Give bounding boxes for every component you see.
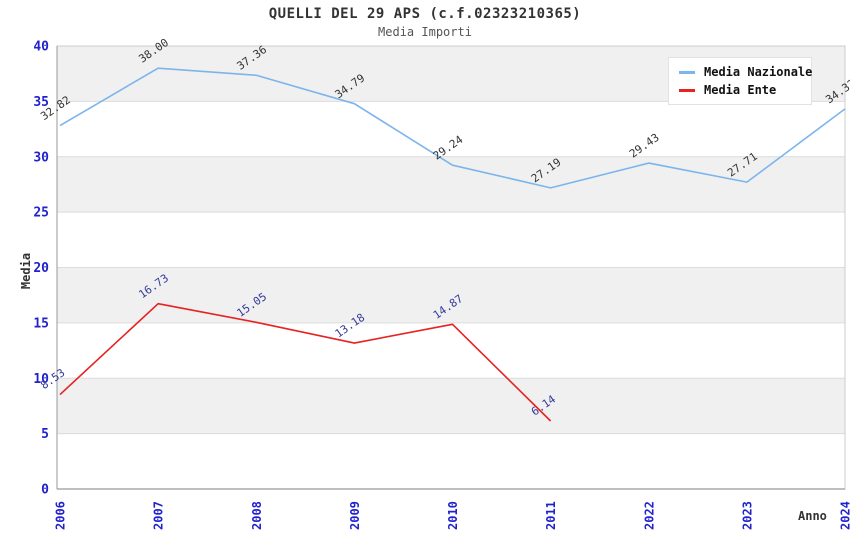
svg-text:2022: 2022 [642, 501, 656, 530]
x-tick-labels: 2006 2007 2008 2009 2010 2011 2022 2023 2024 [54, 501, 850, 530]
legend-label: Media Ente [704, 83, 777, 97]
svg-text:40: 40 [33, 40, 49, 55]
y-axis-title: Media [19, 252, 33, 290]
svg-text:2009: 2009 [348, 501, 362, 530]
legend-label: Media Nazionale [704, 65, 813, 79]
svg-text:2023: 2023 [740, 501, 754, 530]
svg-text:2024: 2024 [839, 501, 850, 530]
svg-text:5: 5 [41, 427, 49, 442]
plot-bands [57, 46, 845, 434]
chart-subtitle: Media Importi [378, 25, 472, 39]
svg-text:0: 0 [41, 483, 49, 498]
chart-title: QUELLI DEL 29 APS (c.f.02323210365) [268, 6, 582, 22]
svg-text:25: 25 [33, 206, 49, 221]
y-tick-labels: 0 5 10 15 20 25 30 35 40 [33, 40, 49, 498]
legend-item-media-nazionale: Media Nazionale [679, 63, 812, 81]
svg-text:2006: 2006 [54, 501, 68, 530]
svg-text:15: 15 [33, 316, 49, 331]
legend-swatch-nazionale-icon [679, 70, 695, 74]
svg-text:2007: 2007 [152, 501, 166, 530]
svg-text:2011: 2011 [544, 501, 558, 530]
svg-text:10: 10 [33, 372, 49, 387]
legend-swatch-ente-icon [679, 88, 695, 92]
svg-text:2010: 2010 [446, 501, 460, 530]
series-line-0 [59, 67, 846, 189]
x-axis-title: Anno [798, 509, 827, 523]
chart-legend: Media Nazionale Media Ente [668, 57, 812, 105]
svg-text:2008: 2008 [250, 501, 264, 530]
svg-text:20: 20 [33, 261, 49, 276]
svg-text:29.43: 29.43 [627, 131, 662, 161]
legend-item-media-ente: Media Ente [679, 81, 803, 99]
svg-text:30: 30 [33, 150, 49, 165]
svg-text:35: 35 [33, 95, 49, 110]
series-line-1 [59, 302, 552, 422]
